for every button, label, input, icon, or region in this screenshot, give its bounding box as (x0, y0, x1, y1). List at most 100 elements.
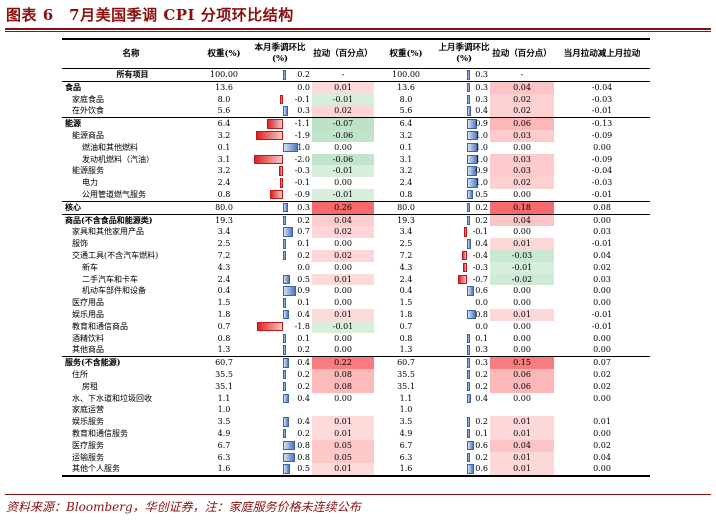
mom-previous: 0.2 (438, 452, 490, 464)
mom-previous: 1.0 (438, 130, 490, 142)
row-name: 教育和通信服务 (72, 428, 128, 438)
pull-diff: -0.09 (591, 154, 613, 164)
pull-diff (554, 404, 650, 416)
row-name: 服饰 (72, 239, 88, 249)
pull-current: 0.01 (312, 416, 374, 428)
row-name: 房租 (82, 381, 98, 391)
mom-value: 0.0 (475, 298, 488, 308)
mom-value: 0.2 (297, 215, 310, 225)
mom-current: 0.2 (248, 250, 312, 262)
table-row: 其他商品 1.3 0.2 0.00 1.3 0.3 0.00 0.00 (62, 344, 650, 356)
table-row: 水、下水道和垃圾回收 1.1 0.4 0.00 1.1 0.4 0.00 0.00 (62, 393, 650, 405)
mom-bar-positive (283, 464, 291, 474)
pull-diff: 0.00 (554, 463, 650, 478)
mom-previous: 0.3 (438, 94, 490, 106)
weight-current: 8.0 (217, 94, 231, 104)
pull-diff: -0.04 (591, 166, 613, 176)
mom-current: -2.0 (248, 154, 312, 166)
pull-diff: 0.02 (593, 262, 611, 272)
col-header-name: 名称 (122, 48, 140, 59)
pull-diff (554, 68, 650, 82)
table-row: 酒精饮料 0.8 0.1 0.00 0.8 0.1 0.00 0.00 (62, 333, 650, 345)
mom-value: -0.3 (472, 262, 488, 272)
weight-current: 3.2 (217, 130, 231, 140)
mom-value: 0.2 (297, 369, 310, 379)
table-row: 公用管道燃气服务 0.8 -0.9 -0.01 0.8 0.5 0.00 -0.01 (62, 188, 650, 202)
mom-bar-positive (283, 417, 289, 427)
table-row: 能源服务 3.2 -0.3 -0.01 3.2 0.9 0.03 -0.04 (62, 165, 650, 178)
weight-previous: 0.1 (399, 142, 413, 152)
pull-previous: 0.00 (513, 321, 531, 331)
pull-current: -0.06 (312, 129, 374, 142)
pull-previous: 0.00 (513, 227, 531, 237)
row-name: 食品 (65, 81, 81, 92)
weight-current: 5.6 (217, 106, 231, 116)
mom-bar-negative (463, 262, 467, 273)
pull-previous: 0.01 (490, 427, 554, 440)
mom-current: 0.2 (248, 381, 312, 393)
mom-previous: 0.4 (438, 393, 490, 405)
pull-current: 0.00 (334, 239, 352, 249)
mom-bar-positive (466, 358, 471, 368)
mom-bar-positive (283, 369, 287, 380)
weight-previous: 1.6 (374, 463, 438, 478)
row-name: 其他个人服务 (62, 463, 200, 478)
mom-bar-negative (461, 250, 467, 261)
pull-current: 0.02 (312, 249, 374, 262)
pull-diff: 0.02 (593, 440, 611, 450)
mom-current: 0.7 (248, 226, 312, 238)
pull-diff: 0.00 (593, 345, 611, 355)
weight-previous: 1.1 (399, 393, 413, 403)
mom-bar-positive (466, 309, 477, 320)
weight-current: 7.2 (217, 250, 231, 260)
weight-previous: 7.2 (399, 250, 413, 260)
mom-value: 0.1 (297, 239, 310, 249)
pull-current: 0.26 (312, 200, 374, 215)
mom-value: 0.0 (297, 262, 310, 272)
pull-previous: 0.00 (513, 333, 531, 343)
table-row: 燃油和其他燃料 0.1 1.0 0.00 0.1 1.0 0.00 0.00 (62, 142, 650, 154)
mom-value: 0.3 (475, 345, 488, 355)
pull-current: 0.01 (312, 463, 374, 478)
mom-bar-positive (466, 94, 471, 105)
mom-previous: 0.2 (438, 200, 490, 215)
mom-bar-negative (463, 227, 467, 237)
table-row: 商品(不含食品和能源类) 19.3 0.2 0.04 19.3 0.2 0.04 0.00 (62, 213, 650, 227)
pull-current: -0.07 (312, 117, 374, 130)
pull-diff: 0.02 (593, 369, 611, 379)
mom-value: -0.7 (472, 274, 488, 284)
row-name: 发动机燃料（汽油） (82, 154, 154, 164)
mom-bar-negative (458, 274, 467, 285)
mom-bar-negative (280, 94, 284, 105)
mom-bar-positive (283, 70, 287, 80)
row-name: 家庭食品 (72, 94, 104, 104)
mom-value: 0.3 (475, 82, 488, 92)
pull-previous: - (490, 68, 554, 82)
weight-current: 1.3 (217, 345, 231, 355)
weight-previous: 6.7 (399, 440, 413, 450)
row-name: 核心 (62, 200, 200, 215)
mom-current (248, 404, 312, 416)
pull-previous: 0.02 (490, 105, 554, 118)
title-rule (5, 28, 711, 30)
mom-bar-positive (283, 298, 287, 308)
mom-bar-positive (283, 106, 288, 116)
mom-previous: -0.1 (438, 226, 490, 238)
mom-bar-negative (257, 321, 284, 332)
mom-previous: 0.2 (438, 381, 490, 393)
row-name: 家庭运营 (72, 405, 104, 415)
mom-value: -0.9 (294, 189, 310, 199)
table-row: 家具和其他家用产品 3.4 0.7 0.02 3.4 -0.1 0.00 0.03 (62, 226, 650, 239)
table-row: 交通工具(不含汽车燃料) 7.2 0.2 0.02 7.2 -0.4 -0.03 0.04 (62, 249, 650, 262)
mom-bar-positive (466, 142, 479, 153)
pull-diff: 0.00 (593, 142, 611, 152)
mom-value: -0.4 (472, 250, 488, 260)
mom-bar-positive (466, 178, 479, 188)
pull-previous (490, 404, 554, 416)
weight-current: 4.3 (217, 262, 231, 272)
mom-previous: 0.4 (438, 105, 490, 117)
weight-previous: 35.1 (397, 381, 415, 391)
pull-previous: 0.06 (490, 368, 554, 381)
weight-current: 1.6 (200, 463, 248, 478)
table-row: 核心 80.0 0.3 0.26 80.0 0.2 0.18 0.08 (62, 200, 650, 215)
